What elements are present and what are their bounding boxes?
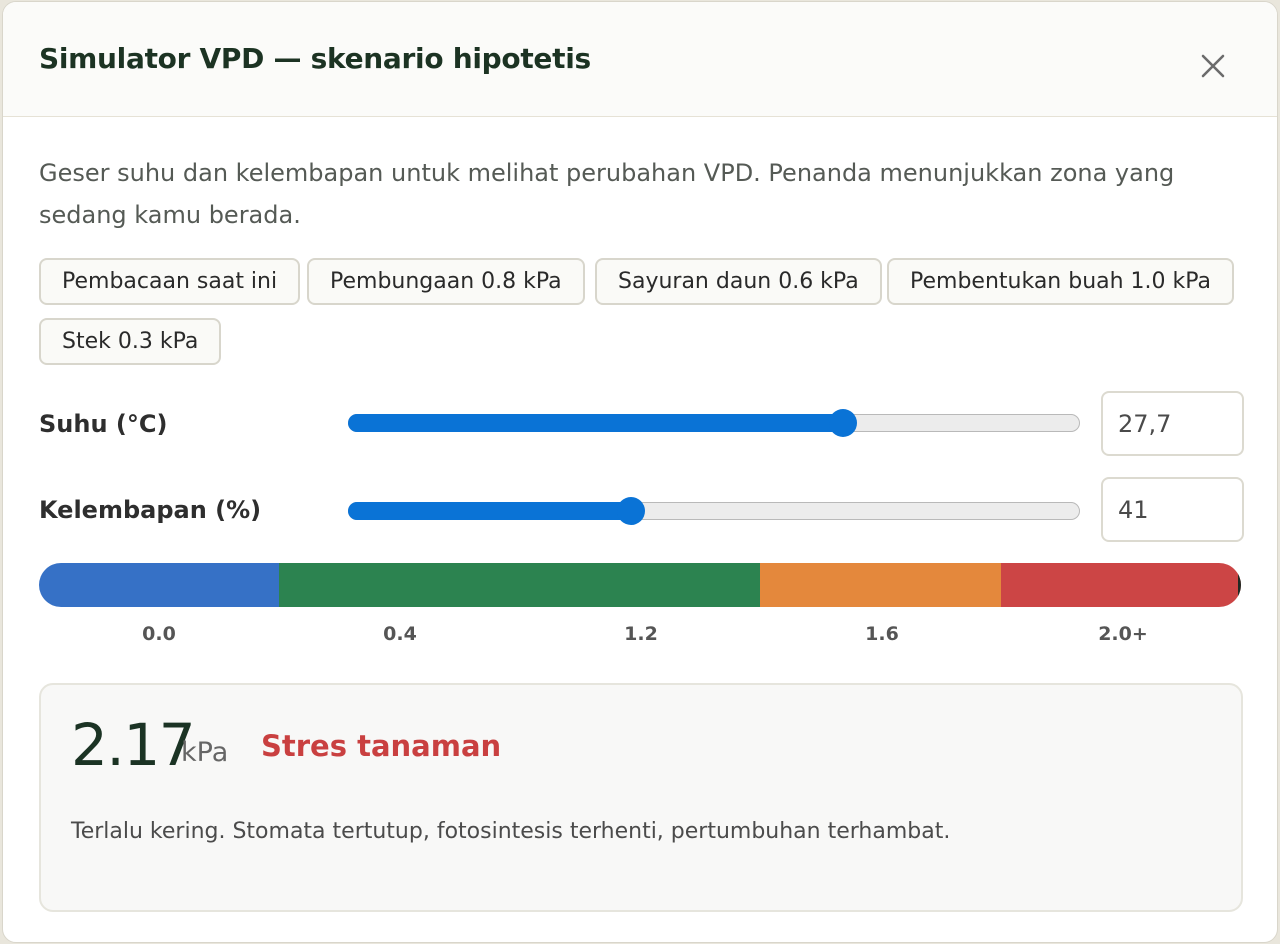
dialog-description: Geser suhu dan kelembapan untuk melihat … [39,159,1175,229]
preset-current-reading[interactable]: Pembacaan saat ini [39,258,301,305]
vpd-zone-bar [39,563,1241,607]
scale-tick: 0.0 [142,623,176,645]
humidity-label: Kelembapan (%) [39,496,262,524]
humidity-slider-thumb[interactable] [617,497,645,525]
humidity-input[interactable]: 41 [1101,477,1244,542]
temperature-slider-fill [348,414,843,432]
scale-tick: 2.0+ [1098,623,1148,645]
dialog-header: Simulator VPD — skenario hipotetis [3,2,1277,117]
temperature-label: Suhu (°C) [39,410,168,438]
scale-tick: 1.6 [865,623,899,645]
preset-flowering[interactable]: Pembungaan 0.8 kPa [307,258,585,305]
result-card: 2.17 kPa Stres tanaman Terlalu kering. S… [39,683,1243,912]
zone-segment-high [760,563,1001,607]
vpd-description: Terlalu kering. Stomata tertutup, fotosi… [71,819,951,844]
close-button[interactable] [1193,46,1233,86]
dialog-title: Simulator VPD — skenario hipotetis [39,42,591,75]
temperature-slider[interactable] [348,409,1080,437]
zone-segment-optimal [279,563,760,607]
humidity-slider[interactable] [348,497,1080,525]
preset-cuttings[interactable]: Stek 0.3 kPa [39,318,222,365]
scale-tick: 0.4 [383,623,417,645]
current-zone-marker [1238,563,1241,607]
preset-leafy-greens[interactable]: Sayuran daun 0.6 kPa [595,258,882,305]
zone-segment-low [39,563,279,607]
zone-segment-stress [1001,563,1241,607]
temperature-slider-thumb[interactable] [829,409,857,437]
close-icon [1201,54,1225,78]
temperature-input[interactable]: 27,7 [1101,391,1244,456]
preset-fruiting[interactable]: Pembentukan buah 1.0 kPa [887,258,1235,305]
vpd-value: 2.17 [71,711,196,779]
scale-tick: 1.2 [624,623,658,645]
humidity-slider-fill [348,502,631,520]
vpd-unit: kPa [181,737,229,768]
vpd-status: Stres tanaman [261,729,502,763]
